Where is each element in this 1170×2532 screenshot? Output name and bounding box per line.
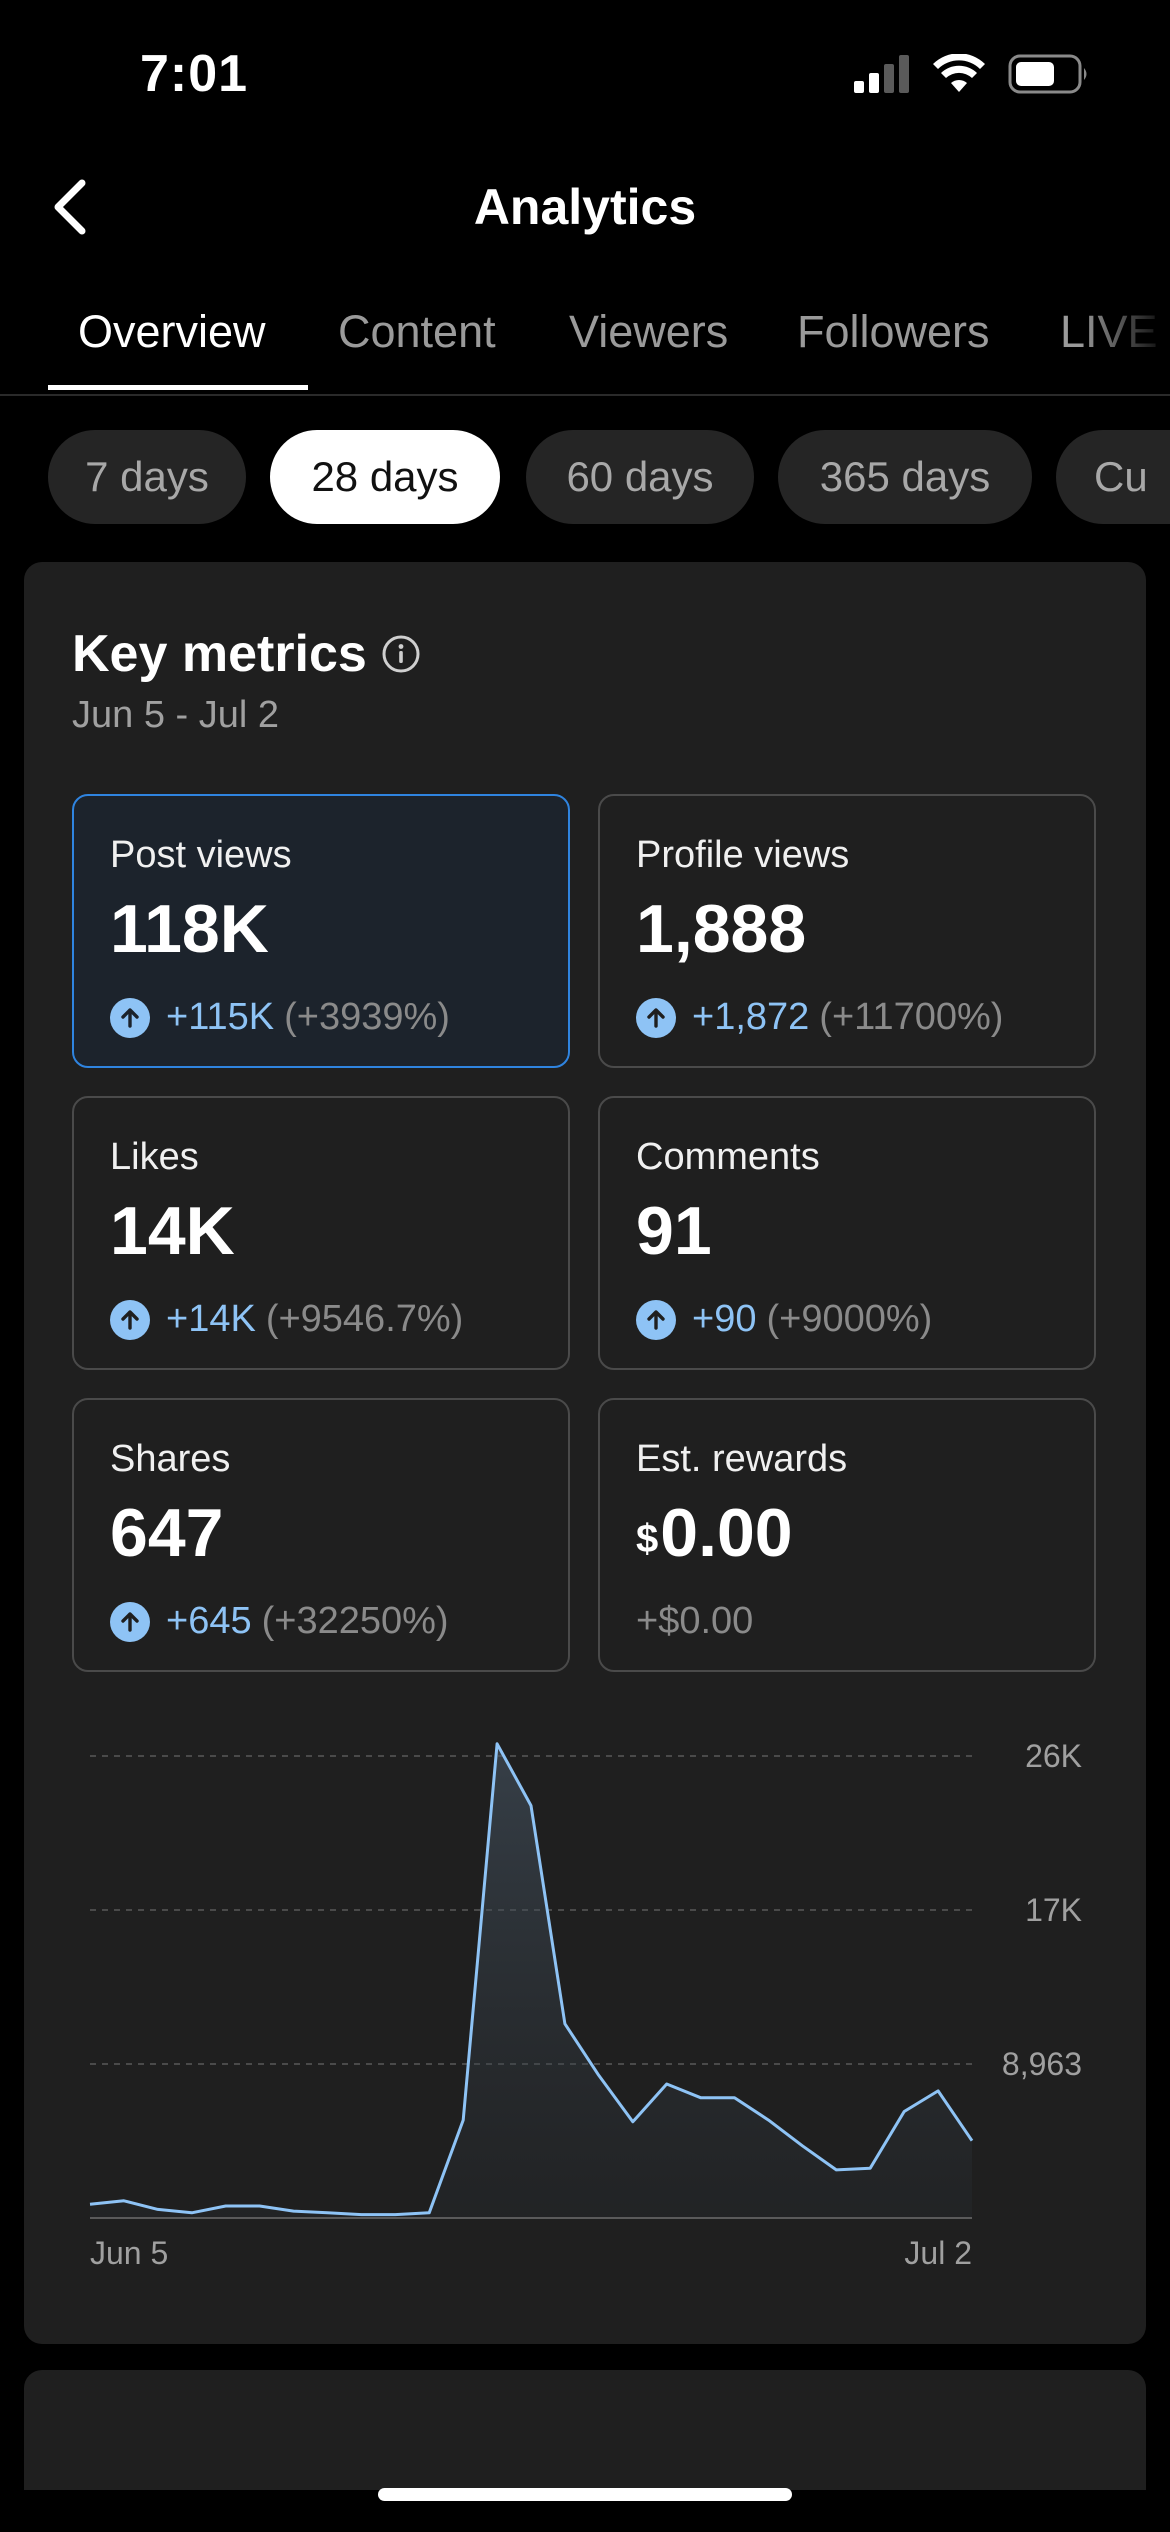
metric-label: Profile views — [636, 834, 850, 876]
tabs-fade-overlay — [1080, 290, 1170, 390]
metric-value: 14K — [110, 1193, 235, 1269]
series-line — [89, 1742, 974, 2217]
delta-value: +1,872 — [692, 996, 810, 1038]
wifi-icon — [933, 54, 985, 92]
series-area — [90, 1743, 972, 2218]
range-chip-365-days[interactable]: 365 days — [778, 430, 1032, 524]
delta-value: +14K — [166, 1298, 256, 1340]
range-chip-60-days[interactable]: 60 days — [526, 430, 754, 524]
date-range-selector: 7 days 28 days 60 days 365 days Cu — [0, 430, 1170, 526]
delta-value: +645 — [166, 1600, 252, 1642]
metric-profile-views[interactable]: Profile views 1,888 +1,872 (+11700%) — [598, 794, 1096, 1068]
nav-bar: Analytics — [0, 160, 1170, 250]
back-button[interactable] — [40, 172, 100, 242]
currency-symbol: $ — [636, 1517, 659, 1561]
active-tab-indicator — [48, 385, 308, 390]
delta-percent: (+9546.7%) — [265, 1298, 464, 1340]
metric-delta: +1,872 (+11700%) — [636, 996, 1003, 1039]
metric-delta: +115K (+3939%) — [110, 996, 450, 1039]
x-tick-start: Jun 5 — [90, 2235, 168, 2271]
delta-percent: (+11700%) — [819, 996, 1004, 1038]
tab-followers[interactable]: Followers — [797, 306, 990, 357]
tab-content[interactable]: Content — [338, 306, 496, 357]
arrow-up-icon — [636, 997, 676, 1038]
metric-est-rewards[interactable]: Est. rewards $0.00 +$0.00 — [598, 1398, 1096, 1672]
signal-icon — [854, 55, 909, 93]
post-views-chart: 26K 17K 8,963 Jun 5 Jul 2 — [89, 1738, 1082, 2271]
metric-value: 647 — [110, 1495, 224, 1571]
delta-value: +$0.00 — [636, 1600, 754, 1642]
tab-bar: Overview Content Viewers Followers LIVE — [0, 290, 1170, 396]
range-chip-7-days[interactable]: 7 days — [48, 430, 246, 524]
arrow-up-icon — [636, 1299, 676, 1340]
metric-value: $0.00 — [636, 1494, 793, 1572]
metric-value-number: 0.00 — [660, 1495, 793, 1571]
home-indicator — [378, 2488, 792, 2501]
metric-label: Post views — [110, 834, 292, 876]
delta-percent: (+3939%) — [284, 996, 450, 1038]
metric-delta: +14K (+9546.7%) — [110, 1298, 463, 1341]
y-tick-label: 8,963 — [1002, 2046, 1082, 2082]
y-tick-label: 26K — [1025, 1738, 1082, 1774]
delta-value: +115K — [166, 996, 275, 1038]
metric-delta: +645 (+32250%) — [110, 1600, 449, 1643]
key-metrics-card: Key metrics Jun 5 - Jul 2 Post views 118… — [24, 562, 1146, 2344]
y-tick-label: 17K — [1025, 1892, 1082, 1928]
delta-value: +90 — [692, 1298, 757, 1340]
chevron-left-icon — [54, 179, 86, 235]
metric-delta: +$0.00 — [636, 1600, 753, 1643]
metric-value: 1,888 — [636, 891, 807, 967]
metric-label: Comments — [636, 1136, 820, 1178]
metric-shares[interactable]: Shares 647 +645 (+32250%) — [72, 1398, 570, 1672]
arrow-up-icon — [110, 1601, 150, 1642]
arrow-up-icon — [110, 1299, 150, 1340]
delta-percent: (+9000%) — [766, 1298, 933, 1340]
status-bar: 7:01 — [0, 0, 1170, 150]
battery-icon — [1008, 54, 1087, 94]
metric-label: Shares — [110, 1438, 231, 1480]
x-tick-end: Jul 2 — [904, 2235, 972, 2271]
metric-post-views[interactable]: Post views 118K +115K (+3939%) — [72, 794, 570, 1068]
metric-delta: +90 (+9000%) — [636, 1298, 932, 1341]
metric-value: 118K — [110, 891, 269, 967]
next-section-card — [24, 2370, 1146, 2490]
status-time: 7:01 — [140, 45, 249, 103]
range-chip-28-days[interactable]: 28 days — [270, 430, 500, 524]
arrow-up-icon — [110, 997, 150, 1038]
info-icon[interactable] — [381, 634, 421, 674]
key-metrics-title: Key metrics — [72, 625, 367, 683]
metric-likes[interactable]: Likes 14K +14K (+9546.7%) — [72, 1096, 570, 1370]
delta-percent: (+32250%) — [261, 1600, 449, 1642]
status-icons — [854, 54, 1090, 94]
tab-viewers[interactable]: Viewers — [569, 306, 729, 357]
range-chip-custom[interactable]: Cu — [1056, 430, 1170, 524]
date-range-label: Jun 5 - Jul 2 — [72, 694, 279, 736]
metric-label: Est. rewards — [636, 1438, 848, 1480]
metric-comments[interactable]: Comments 91 +90 (+9000%) — [598, 1096, 1096, 1370]
page-title: Analytics — [473, 179, 697, 235]
metric-label: Likes — [110, 1136, 199, 1178]
tab-overview[interactable]: Overview — [78, 306, 266, 357]
key-metrics-heading: Key metrics — [72, 624, 421, 684]
metric-value: 91 — [636, 1193, 712, 1269]
